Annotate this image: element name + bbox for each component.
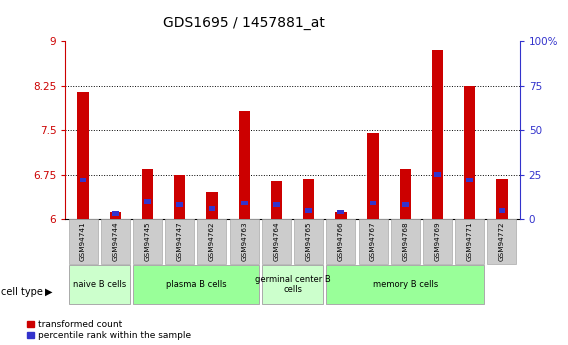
Bar (466, 178, 473, 183)
Bar (112, 211, 119, 216)
Text: GSM94767: GSM94767 (370, 222, 376, 261)
Bar (335, 212, 346, 219)
Legend: transformed count, percentile rank within the sample: transformed count, percentile rank withi… (27, 320, 191, 341)
Bar (271, 180, 282, 219)
Text: GSM94772: GSM94772 (499, 222, 505, 261)
Bar (239, 111, 250, 219)
FancyBboxPatch shape (456, 219, 485, 264)
Text: germinal center B
cells: germinal center B cells (254, 275, 331, 294)
FancyBboxPatch shape (101, 219, 130, 264)
Text: GSM94745: GSM94745 (144, 222, 151, 261)
Bar (400, 169, 411, 219)
Bar (241, 201, 248, 206)
Bar (432, 50, 443, 219)
FancyBboxPatch shape (133, 219, 162, 264)
Bar (77, 92, 89, 219)
Text: GSM94747: GSM94747 (177, 222, 183, 261)
FancyBboxPatch shape (69, 219, 98, 264)
Bar (110, 212, 121, 219)
FancyBboxPatch shape (327, 219, 356, 264)
Bar (370, 201, 377, 206)
Text: GSM94769: GSM94769 (435, 222, 441, 261)
Text: GSM94766: GSM94766 (338, 222, 344, 261)
Bar (142, 169, 153, 219)
Bar (208, 206, 215, 211)
Bar (303, 179, 314, 219)
FancyBboxPatch shape (262, 219, 291, 264)
Bar (305, 208, 312, 213)
Text: ▶: ▶ (45, 287, 53, 296)
Bar (273, 203, 280, 207)
Text: GSM94744: GSM94744 (112, 222, 118, 261)
FancyBboxPatch shape (294, 219, 323, 264)
FancyBboxPatch shape (229, 219, 258, 264)
Bar (402, 203, 409, 207)
FancyBboxPatch shape (391, 219, 420, 264)
Bar (464, 86, 475, 219)
Bar (434, 172, 441, 177)
Bar (80, 178, 86, 183)
FancyBboxPatch shape (198, 219, 227, 264)
Text: GSM94762: GSM94762 (209, 222, 215, 261)
Text: GSM94764: GSM94764 (273, 222, 279, 261)
FancyBboxPatch shape (327, 265, 485, 305)
FancyBboxPatch shape (165, 219, 194, 264)
Bar (144, 199, 151, 204)
Bar (367, 133, 379, 219)
Bar (337, 210, 344, 214)
FancyBboxPatch shape (262, 265, 323, 305)
Text: GDS1695 / 1457881_at: GDS1695 / 1457881_at (164, 16, 325, 30)
Text: GSM94741: GSM94741 (80, 222, 86, 261)
Text: naive B cells: naive B cells (73, 280, 126, 289)
Bar (206, 193, 218, 219)
FancyBboxPatch shape (69, 265, 130, 305)
Bar (174, 175, 185, 219)
Text: GSM94768: GSM94768 (402, 222, 408, 261)
Text: cell type: cell type (1, 287, 43, 296)
FancyBboxPatch shape (423, 219, 452, 264)
Text: GSM94765: GSM94765 (306, 222, 312, 261)
Text: plasma B cells: plasma B cells (165, 280, 226, 289)
FancyBboxPatch shape (487, 219, 516, 264)
Bar (176, 203, 183, 207)
Bar (499, 208, 506, 213)
Text: GSM94763: GSM94763 (241, 222, 247, 261)
Bar (496, 179, 508, 219)
FancyBboxPatch shape (133, 265, 258, 305)
Text: memory B cells: memory B cells (373, 280, 438, 289)
FancyBboxPatch shape (358, 219, 387, 264)
Text: GSM94771: GSM94771 (467, 222, 473, 261)
